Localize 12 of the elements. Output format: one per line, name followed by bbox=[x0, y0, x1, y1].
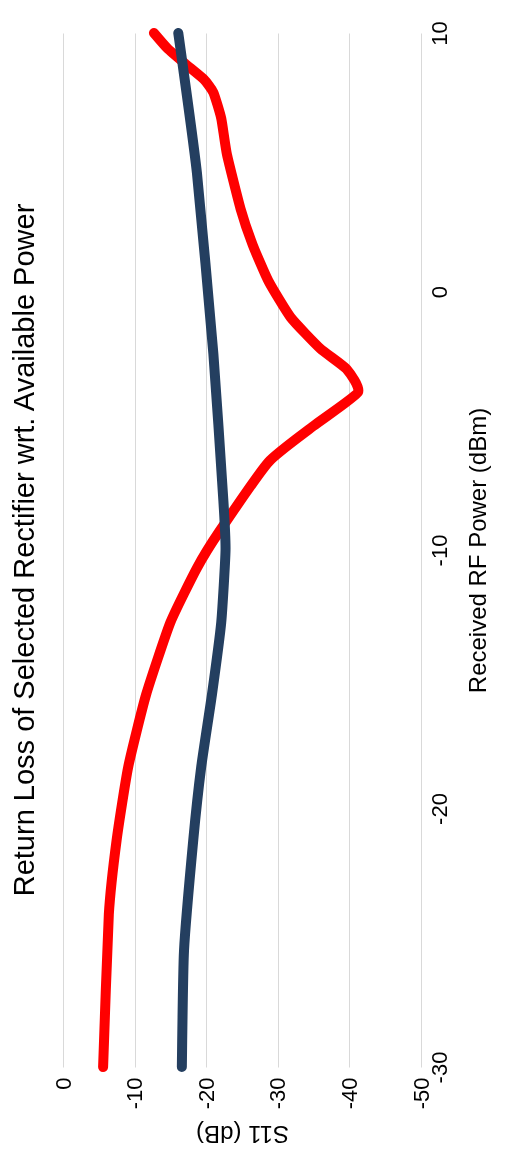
text: Return Loss of Selected Rectifier wrt. Available Power bbox=[8, 203, 40, 897]
y-tick-label: -10 bbox=[426, 534, 452, 567]
x-tick-label: -20 bbox=[193, 1077, 219, 1110]
x-tick-label: 0 bbox=[50, 1077, 76, 1090]
x-tick-label: -30 bbox=[265, 1077, 291, 1110]
y-axis-title: Received RF Power (dBm) bbox=[463, 407, 491, 694]
y-tick-label: 0 bbox=[426, 285, 452, 299]
y-tick-label: 10 bbox=[426, 21, 452, 46]
x-tick-label: -10 bbox=[122, 1077, 148, 1110]
x-axis-title: S11 (dB) bbox=[196, 1121, 289, 1149]
y-tick-label: -20 bbox=[426, 793, 452, 825]
x-tick-label: -40 bbox=[336, 1077, 362, 1110]
